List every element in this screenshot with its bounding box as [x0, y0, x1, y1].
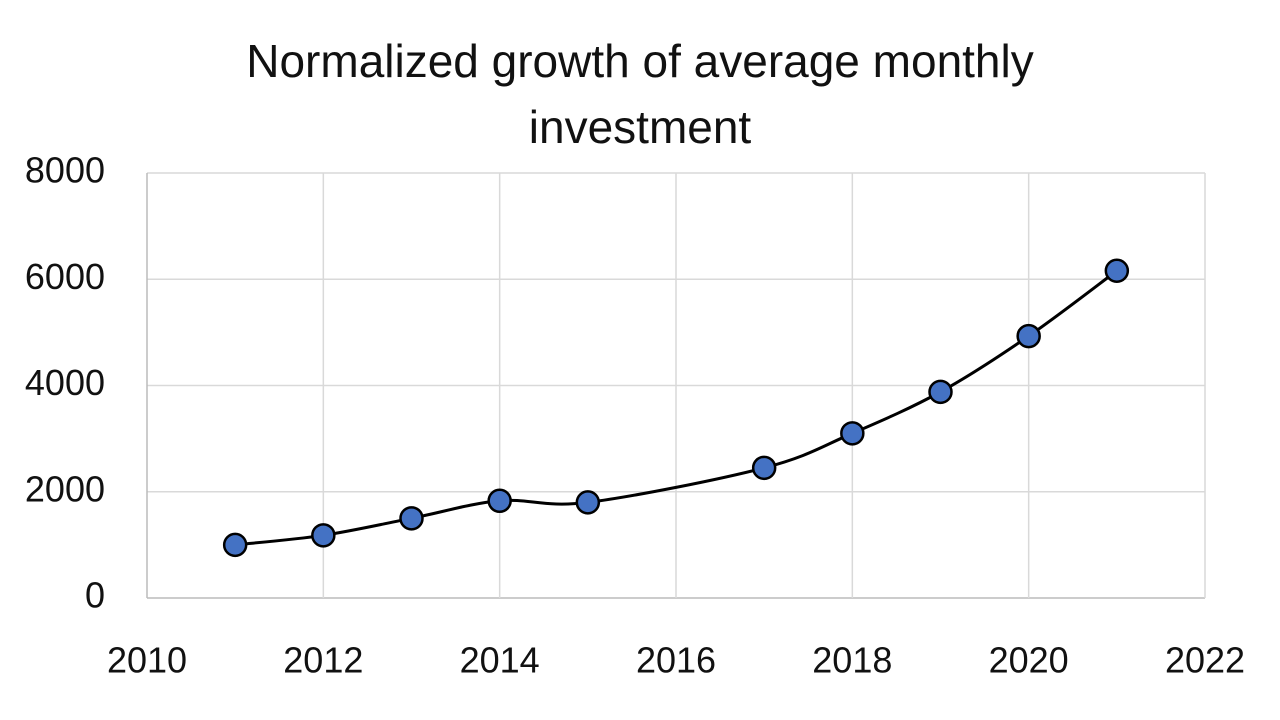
- marker: [1016, 323, 1041, 349]
- x-tick-label: 2022: [1165, 640, 1245, 681]
- x-tick-label: 2018: [812, 640, 892, 681]
- y-tick-label: 2000: [25, 468, 105, 509]
- line: [235, 269, 1118, 547]
- marker: [1104, 258, 1130, 283]
- y-tick-label: 4000: [25, 362, 105, 403]
- x-tick-label: 2010: [107, 640, 187, 681]
- marker: [928, 379, 953, 405]
- y-tick-label: 8000: [25, 150, 105, 191]
- marker: [399, 506, 424, 531]
- marker: [222, 532, 248, 558]
- marker: [311, 523, 336, 548]
- x-tick-label: 2014: [460, 640, 540, 681]
- y-tick-label: 6000: [25, 256, 105, 297]
- marker: [840, 421, 865, 446]
- x-tick-label: 2020: [989, 640, 1069, 681]
- marker: [487, 488, 512, 514]
- x-tick-label: 2012: [283, 640, 363, 681]
- marker: [575, 490, 601, 515]
- y-tick-label: 0: [85, 575, 105, 616]
- chart-title: Normalized growth of average monthly inv…: [246, 35, 1034, 153]
- marker: [751, 455, 777, 481]
- x-tick-label: 2016: [636, 640, 716, 681]
